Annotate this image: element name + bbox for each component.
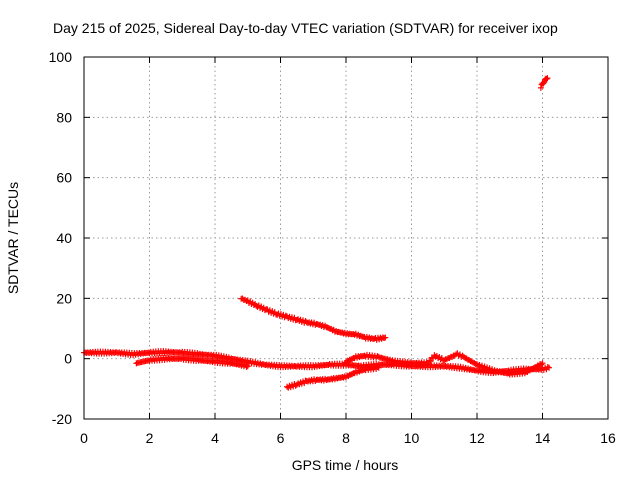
- data-point: [449, 353, 456, 360]
- data-point: [543, 76, 550, 83]
- satellite-track-outlier: [537, 75, 551, 91]
- y-axis-label: SDTVAR / TECUs: [5, 182, 21, 294]
- x-tick-label: 0: [80, 430, 88, 446]
- satellite-track-lower: [133, 354, 251, 370]
- x-tick-label: 6: [277, 430, 285, 446]
- data-point: [546, 364, 553, 371]
- y-tick-label: 60: [56, 170, 72, 186]
- x-tick-label: 4: [211, 430, 219, 446]
- data-point: [382, 334, 389, 341]
- data-point: [374, 363, 381, 370]
- y-tick-label: 40: [56, 230, 72, 246]
- data-point: [244, 363, 251, 370]
- data-point: [544, 75, 551, 82]
- x-tick-label: 8: [342, 430, 350, 446]
- y-tick-label: 20: [56, 290, 72, 306]
- x-tick-label: 10: [404, 430, 420, 446]
- data-point: [537, 84, 544, 91]
- data-point: [538, 361, 545, 368]
- x-tick-label: 14: [535, 430, 551, 446]
- axis-ticks: 0 2 4 6 8 10 12 14 16 -20 0 20 40 60 80 100: [49, 49, 616, 446]
- satellite-track-negative: [284, 363, 382, 391]
- data-point: [539, 360, 546, 367]
- y-tick-label: 80: [56, 109, 72, 125]
- data-point: [239, 295, 246, 302]
- x-tick-label: 2: [146, 430, 154, 446]
- satellite-track-rising: [343, 350, 546, 378]
- y-tick-label: 100: [49, 49, 73, 65]
- data-point: [544, 364, 551, 371]
- data-point: [427, 358, 434, 365]
- x-axis-label: GPS time / hours: [292, 457, 399, 473]
- y-tick-label: -20: [52, 411, 72, 427]
- data-point: [375, 364, 382, 371]
- data-marks: [81, 75, 553, 391]
- x-tick-label: 16: [600, 430, 616, 446]
- data-point: [424, 361, 431, 368]
- data-point: [243, 363, 250, 370]
- x-tick-label: 12: [469, 430, 485, 446]
- data-point: [471, 360, 478, 367]
- satellite-track-main: [81, 348, 553, 377]
- satellite-track-upper: [238, 295, 389, 343]
- data-point: [441, 357, 448, 364]
- data-point: [446, 355, 453, 362]
- data-point: [443, 356, 450, 363]
- chart-title: Day 215 of 2025, Sidereal Day-to-day VTE…: [53, 20, 558, 36]
- y-tick-label: 0: [64, 351, 72, 367]
